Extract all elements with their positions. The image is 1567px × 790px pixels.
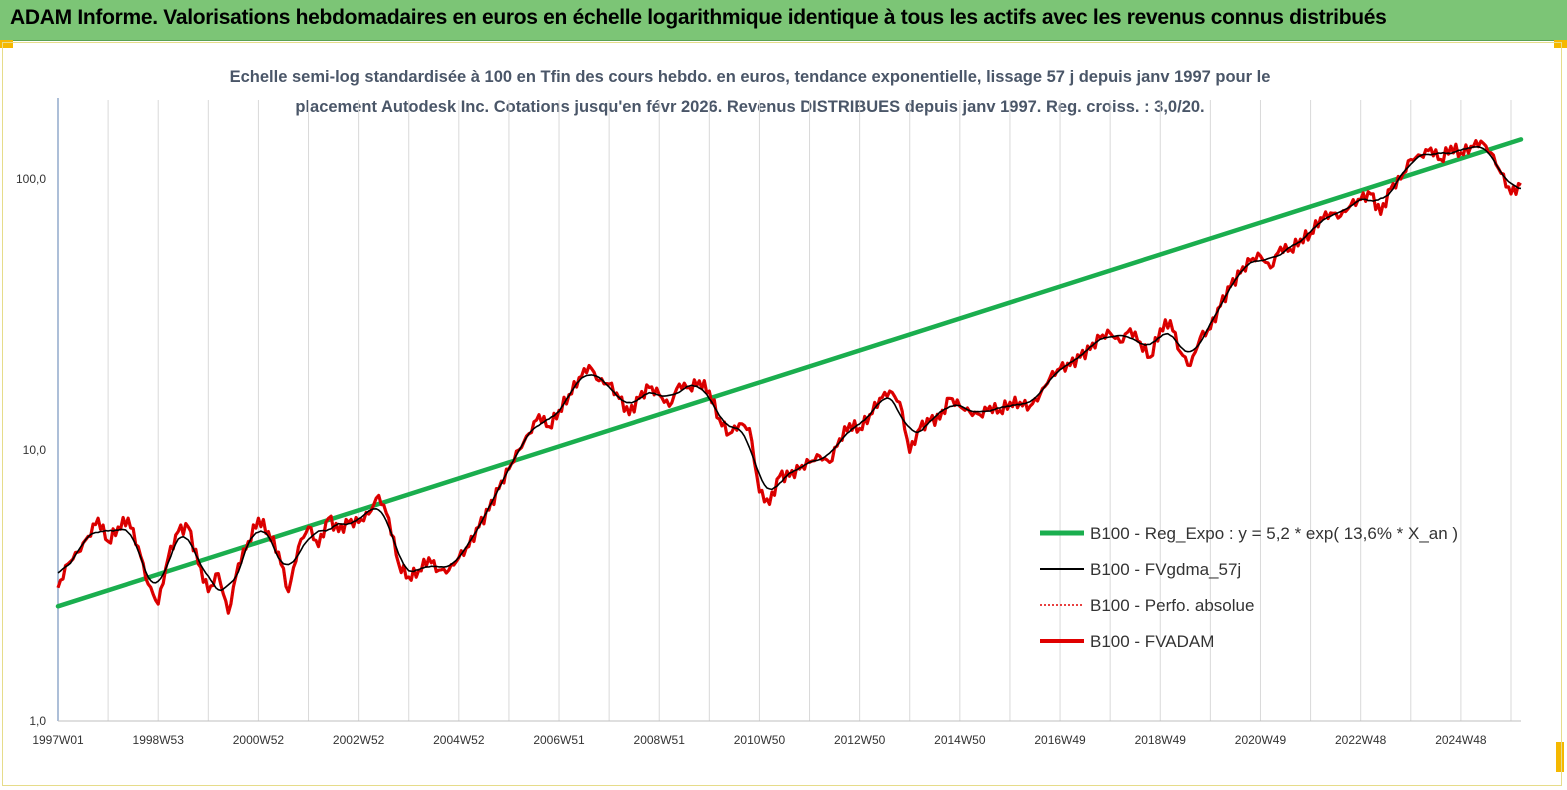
chart-subtitle-line2: placement Autodesk Inc. Cotations jusqu'… xyxy=(295,98,1205,116)
x-tick-label: 2022W48 xyxy=(1335,733,1387,747)
x-tick-label: 2008W51 xyxy=(634,733,686,747)
corner-marker-top-right xyxy=(1554,40,1567,48)
x-tick-label: 1997W01 xyxy=(32,733,84,747)
x-tick-label: 2020W49 xyxy=(1235,733,1287,747)
x-tick-label: 2010W50 xyxy=(734,733,786,747)
chart-frame xyxy=(2,42,1562,786)
y-tick-label: 10,0 xyxy=(23,443,47,457)
corner-marker-bottom-right xyxy=(1556,742,1564,772)
x-tick-label: 2006W51 xyxy=(533,733,585,747)
axes xyxy=(57,98,1521,722)
grid-lines xyxy=(57,100,1512,721)
legend: B100 - Reg_Expo : y = 5,2 * exp( 13,6% *… xyxy=(1040,524,1458,651)
series-group xyxy=(55,137,1524,615)
legend-label: B100 - Reg_Expo : y = 5,2 * exp( 13,6% *… xyxy=(1090,524,1458,543)
x-tick-label: 2012W50 xyxy=(834,733,886,747)
x-tick-label: 1998W53 xyxy=(133,733,185,747)
x-axis-ticks: 1997W01 1998W53 2000W52 2002W52 2004W52 2006W… xyxy=(32,733,1487,747)
y-axis-ticks: 1,0 10,0 100,0 xyxy=(16,172,46,728)
y-tick-label: 1,0 xyxy=(29,714,46,728)
x-tick-label: 2000W52 xyxy=(233,733,285,747)
chart-subtitle-line1: Echelle semi-log standardisée à 100 en T… xyxy=(229,68,1271,86)
series-perfo-absolue xyxy=(57,139,1522,614)
x-tick-label: 2016W49 xyxy=(1034,733,1086,747)
y-tick-label: 100,0 xyxy=(16,172,46,186)
page-title: ADAM Informe. Valorisations hebdomadaire… xyxy=(10,6,1387,29)
x-tick-label: 2014W50 xyxy=(934,733,986,747)
x-tick-label: 2002W52 xyxy=(333,733,385,747)
series-fvgdma-57j xyxy=(57,145,1522,592)
legend-label: B100 - FVADAM xyxy=(1090,632,1214,651)
legend-label: B100 - FVgdma_57j xyxy=(1090,560,1241,579)
corner-marker-top-left xyxy=(0,40,13,48)
x-tick-label: 2024W48 xyxy=(1435,733,1487,747)
x-tick-label: 2004W52 xyxy=(433,733,485,747)
series-reg-expo xyxy=(55,137,1524,609)
x-tick-label: 2018W49 xyxy=(1135,733,1187,747)
legend-label: B100 - Perfo. absolue xyxy=(1090,596,1254,615)
header-banner: ADAM Informe. Valorisations hebdomadaire… xyxy=(0,0,1567,41)
